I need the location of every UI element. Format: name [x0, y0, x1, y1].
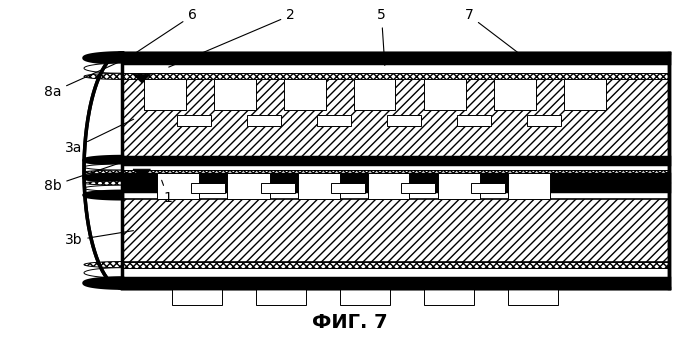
Bar	[122, 53, 668, 288]
Bar	[368, 173, 409, 199]
Polygon shape	[133, 169, 150, 178]
Text: 3a: 3a	[65, 119, 134, 155]
Bar	[144, 79, 186, 110]
Bar	[424, 79, 466, 110]
Bar	[122, 73, 668, 79]
Bar	[122, 157, 668, 164]
Polygon shape	[84, 53, 122, 63]
Bar	[298, 173, 340, 199]
Bar	[122, 174, 668, 181]
Bar	[256, 288, 306, 305]
Bar	[438, 173, 480, 199]
Text: 6: 6	[130, 8, 197, 57]
Bar	[508, 173, 550, 199]
Bar	[122, 164, 668, 170]
Bar	[424, 288, 474, 305]
Bar	[158, 173, 199, 199]
Bar	[122, 184, 668, 191]
Bar	[122, 268, 668, 278]
Text: 1: 1	[162, 180, 172, 205]
Bar	[177, 115, 211, 126]
Bar	[564, 79, 606, 110]
Polygon shape	[84, 164, 122, 170]
Bar	[122, 199, 668, 262]
Bar	[247, 115, 281, 126]
Bar	[122, 79, 668, 157]
Bar	[387, 115, 421, 126]
Bar	[457, 115, 491, 126]
Bar	[331, 183, 365, 193]
Bar	[527, 115, 561, 126]
Text: 3b: 3b	[64, 231, 134, 248]
Polygon shape	[84, 278, 122, 288]
Bar	[471, 183, 505, 193]
Bar	[284, 79, 326, 110]
Text: 5: 5	[377, 8, 386, 65]
Bar	[214, 79, 256, 110]
Polygon shape	[84, 157, 122, 164]
Polygon shape	[84, 262, 122, 268]
Bar	[122, 53, 668, 63]
Polygon shape	[84, 181, 122, 185]
Bar	[122, 262, 668, 268]
Bar	[122, 53, 668, 288]
Bar	[191, 183, 225, 193]
Text: 2: 2	[169, 8, 295, 67]
Text: 8a: 8a	[43, 59, 125, 99]
Bar	[354, 79, 395, 110]
Bar	[122, 278, 668, 288]
Bar	[122, 170, 668, 174]
Polygon shape	[84, 53, 122, 288]
Text: 8b: 8b	[43, 161, 125, 193]
Bar	[317, 115, 351, 126]
Polygon shape	[84, 63, 122, 73]
Polygon shape	[84, 73, 122, 79]
Text: ФИГ. 7: ФИГ. 7	[312, 313, 388, 332]
Bar	[122, 185, 668, 191]
Bar	[494, 79, 536, 110]
Text: 7: 7	[465, 8, 523, 56]
Polygon shape	[84, 185, 122, 191]
Polygon shape	[84, 268, 122, 278]
Polygon shape	[133, 74, 150, 83]
Bar	[228, 173, 270, 199]
Bar	[261, 183, 295, 193]
Polygon shape	[84, 174, 122, 181]
Bar	[340, 288, 390, 305]
Bar	[172, 288, 222, 305]
Bar	[508, 288, 558, 305]
Bar	[401, 183, 435, 193]
Polygon shape	[84, 191, 122, 199]
Polygon shape	[84, 170, 122, 174]
Bar	[122, 181, 668, 185]
Bar	[122, 63, 668, 73]
